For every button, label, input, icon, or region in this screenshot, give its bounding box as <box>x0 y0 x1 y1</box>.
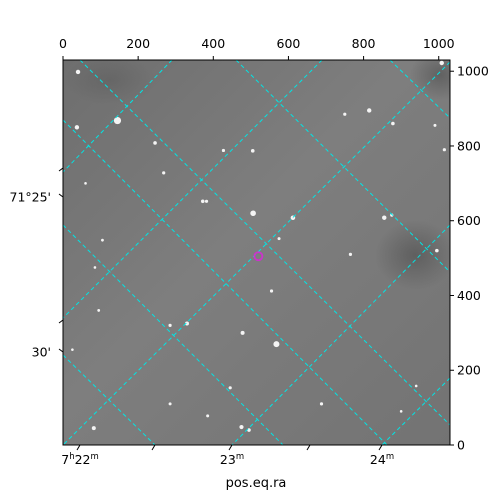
ra-minor-tick <box>151 444 156 451</box>
star <box>74 125 80 130</box>
star <box>273 341 280 348</box>
right-tick-label: 1000 <box>457 64 489 79</box>
star <box>240 330 245 335</box>
star <box>97 309 101 312</box>
ra-tick-label: 7h22m <box>61 452 99 467</box>
top-tick-label: 400 <box>201 36 225 51</box>
star <box>343 112 347 116</box>
ra-axis: 7h22m 23m 24m <box>61 444 394 467</box>
ra-tick-mark <box>76 444 81 451</box>
right-pixel-axis: 0 200 400 600 800 1000 <box>450 64 489 453</box>
star <box>75 69 81 75</box>
star <box>250 149 255 153</box>
dec-minor-tick <box>58 319 64 324</box>
star <box>101 238 104 242</box>
star <box>184 321 189 326</box>
top-pixel-axis: 0 200 400 600 800 1000 <box>59 36 455 60</box>
star <box>200 199 205 204</box>
top-tick-label: 600 <box>277 36 301 51</box>
dec-tick-mark <box>58 348 64 353</box>
top-tick-label: 200 <box>126 36 150 51</box>
star <box>153 141 157 145</box>
grid-line <box>79 60 450 426</box>
star <box>71 348 74 351</box>
star <box>382 215 387 220</box>
star <box>439 60 444 66</box>
star <box>221 148 226 153</box>
ra-tick-label: 23m <box>220 452 244 467</box>
star <box>367 108 372 113</box>
target-marker-layer <box>253 251 264 262</box>
top-tick-label: 0 <box>59 36 67 51</box>
star <box>206 414 210 418</box>
grid-line <box>63 60 173 173</box>
top-tick-label: 800 <box>352 36 376 51</box>
star <box>93 266 97 269</box>
star <box>168 402 172 406</box>
star-field <box>71 60 446 432</box>
grid-line <box>63 224 284 445</box>
star <box>348 252 353 256</box>
right-tick-label: 400 <box>457 288 481 303</box>
target-marker <box>253 251 264 262</box>
star <box>442 148 446 152</box>
grid-line <box>381 377 450 445</box>
star <box>414 384 418 388</box>
star <box>269 289 274 293</box>
star <box>250 210 256 217</box>
right-tick-label: 600 <box>457 213 481 228</box>
ra-tick-mark <box>228 444 233 451</box>
right-tick-label: 0 <box>457 438 465 453</box>
dec-tick-mark <box>58 193 64 198</box>
star <box>91 426 96 431</box>
star <box>84 182 87 185</box>
ra-minor-tick <box>306 444 311 451</box>
dec-tick-label: 30' <box>32 345 51 360</box>
ra-tick-label: 24m <box>370 452 394 467</box>
star <box>228 386 232 390</box>
star <box>391 121 395 126</box>
star <box>435 248 439 253</box>
star <box>399 410 403 413</box>
dec-tick-label: 71°25' <box>10 190 52 205</box>
star <box>390 213 394 217</box>
grid-line <box>63 60 323 319</box>
star <box>204 199 209 203</box>
star <box>319 402 324 406</box>
coordinate-grid <box>63 60 450 445</box>
right-tick-label: 800 <box>457 138 481 153</box>
ra-tick-mark <box>378 444 383 451</box>
right-tick-label: 200 <box>457 363 481 378</box>
x-axis-title: pos.eq.ra <box>226 476 287 491</box>
star <box>113 116 122 125</box>
star <box>168 323 172 327</box>
star <box>239 424 244 430</box>
grid-line <box>235 60 450 273</box>
star <box>162 171 166 175</box>
top-tick-label: 1000 <box>423 36 455 51</box>
star <box>433 123 437 127</box>
dec-minor-tick <box>58 167 64 172</box>
grid-line <box>231 224 450 445</box>
grid-line <box>63 354 156 445</box>
star <box>277 237 281 241</box>
plot-frame <box>62 59 451 446</box>
dec-axis: 71°25' 30' <box>10 167 64 360</box>
sky-image <box>63 60 450 445</box>
